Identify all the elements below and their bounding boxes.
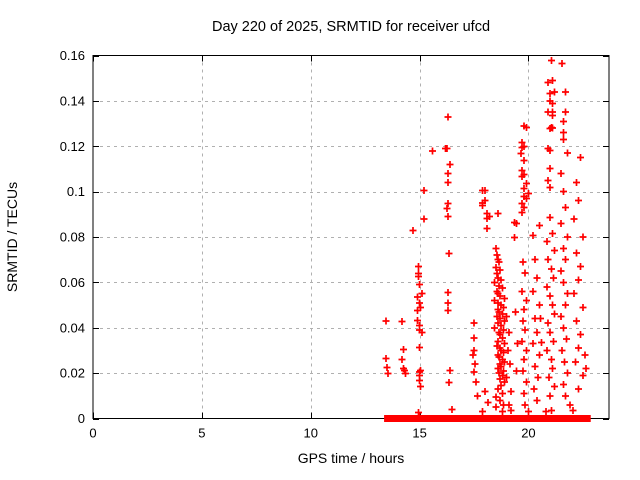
data-points [382, 57, 590, 420]
x-axis-label: GPS time / hours [298, 450, 405, 466]
y-tick-label: 0.04 [60, 320, 85, 335]
zero-band-segment [384, 415, 405, 422]
x-tick-label: 5 [198, 426, 205, 441]
scatter-plus-markers [382, 57, 590, 420]
y-tick-label: 0.14 [60, 93, 85, 108]
x-tick-label: 20 [521, 426, 535, 441]
zero-band-segment [538, 415, 559, 422]
tick-labels: 0 5 10 15 20 0 0.02 0.04 0.06 0.08 0.1 0.12 0.14 0.16 [60, 48, 536, 441]
y-tick-label: 0.12 [60, 139, 85, 154]
zero-band-segment [398, 415, 421, 422]
y-tick-label: 0 [78, 411, 85, 426]
gridlines [93, 55, 609, 419]
zero-band-segment [575, 415, 591, 422]
zero-band-segment [484, 415, 502, 422]
zero-band-segment [509, 415, 524, 422]
zero-band-segment [553, 415, 568, 422]
x-tick-label: 15 [412, 426, 426, 441]
zero-band-segment [565, 415, 581, 422]
y-tick-label: 0.16 [60, 48, 85, 63]
zero-band-segment [443, 415, 466, 422]
zero-band-segment [430, 415, 449, 422]
zero-band-segment [459, 415, 485, 422]
x-tick-label: 0 [89, 426, 96, 441]
zero-band-segment [495, 415, 512, 422]
zero-value-band [384, 415, 591, 422]
zero-band-segment [519, 415, 534, 422]
y-tick-label: 0.1 [67, 184, 85, 199]
y-axis-label: SRMTID / TECUs [4, 182, 20, 292]
x-tick-label: 10 [303, 426, 317, 441]
zero-band-segment [418, 415, 437, 422]
zero-band-segment [526, 415, 545, 422]
y-tick-label: 0.08 [60, 230, 85, 245]
y-tick-label: 0.06 [60, 275, 85, 290]
chart-title: Day 220 of 2025, SRMTID for receiver ufc… [212, 19, 490, 35]
y-tick-label: 0.02 [60, 366, 85, 381]
